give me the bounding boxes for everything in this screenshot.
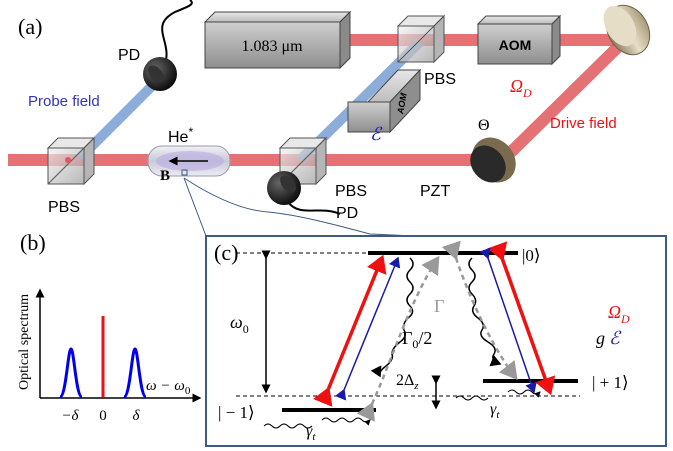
photodiode-bottom xyxy=(267,171,341,215)
gamma0-label: Γ0/2 xyxy=(402,328,432,351)
pzt-mirror xyxy=(470,137,516,183)
gamma-t-wavy-right2 xyxy=(507,389,541,398)
panel-b-ylabel: Optical spectrum xyxy=(17,294,32,390)
laser-label: 1.083 μm xyxy=(241,38,303,55)
tick-neg-delta: −δ xyxy=(61,408,79,424)
aom-mid: AOM xyxy=(347,68,422,134)
gamma-t-left-label: γt xyxy=(306,423,316,443)
laser-box: 1.083 μm xyxy=(203,10,352,70)
photodiode-top xyxy=(143,0,193,91)
theta-label: Θ xyxy=(478,117,490,134)
panel-c: (c) |0⟩ | + 1⟩ | − 1⟩ ω0 2Δz Γ Γ0/2 xyxy=(205,235,667,447)
panel-c-tag: (c) xyxy=(214,240,238,265)
pbs-cube-top xyxy=(396,14,446,64)
pbs-cube-left xyxy=(46,136,96,186)
gamma-t-wavy-left xyxy=(263,423,313,429)
pbs-top-label: PBS xyxy=(424,71,456,88)
panel-b-tag: (b) xyxy=(20,230,46,255)
probe-field-label: Probe field xyxy=(28,93,100,110)
zoom-connector xyxy=(183,177,416,237)
helium-cell xyxy=(147,145,231,177)
pd-top-label: PD xyxy=(118,47,140,64)
aom-mid-label: AOM xyxy=(395,92,409,116)
b-field-label: B xyxy=(160,168,170,184)
tick-zero: 0 xyxy=(99,408,107,424)
legend-omega-d: ΩD xyxy=(608,302,630,326)
panel-b-xlabel: ω − ω0 xyxy=(146,378,191,397)
omega0-label: ω0 xyxy=(230,312,249,336)
pbs-bottom-label: PBS xyxy=(335,183,367,200)
state-0-label: |0⟩ xyxy=(522,246,541,265)
panel-a: (a) 1.083 μm AOM AOM xyxy=(8,0,651,237)
state-minus1-label: | − 1⟩ xyxy=(218,403,255,422)
pbs-left-label: PBS xyxy=(48,199,80,216)
zoom-connector-left xyxy=(183,177,207,237)
red-beam-diagonal xyxy=(500,35,630,163)
aom-top-label: AOM xyxy=(499,37,532,53)
mirror-top-right xyxy=(603,4,651,56)
eps-label: ℰ xyxy=(370,124,383,144)
state-plus1-label: | + 1⟩ xyxy=(592,373,629,392)
aom-top: AOM xyxy=(476,14,562,66)
drive-field-label: Drive field xyxy=(550,115,617,132)
omega-d-label: ΩD xyxy=(510,76,532,100)
pzt-label: PZT xyxy=(420,183,450,200)
panel-a-tag: (a) xyxy=(18,14,42,39)
pd-bottom-label: PD xyxy=(336,205,358,222)
spectrum-left-peak xyxy=(58,347,84,399)
he-label: He* xyxy=(168,125,193,146)
spectrum-right-peak xyxy=(122,347,148,399)
gamma-label: Γ xyxy=(434,296,444,316)
gamma-t-wavy-left2 xyxy=(321,417,371,426)
gamma-t-wavy-right xyxy=(455,395,489,401)
panel-b: (b) Optical spectrum −δ 0 δ ω − ω0 xyxy=(17,230,202,424)
gamma-t-right-label: γt xyxy=(490,401,500,421)
tick-pos-delta: δ xyxy=(133,408,141,424)
